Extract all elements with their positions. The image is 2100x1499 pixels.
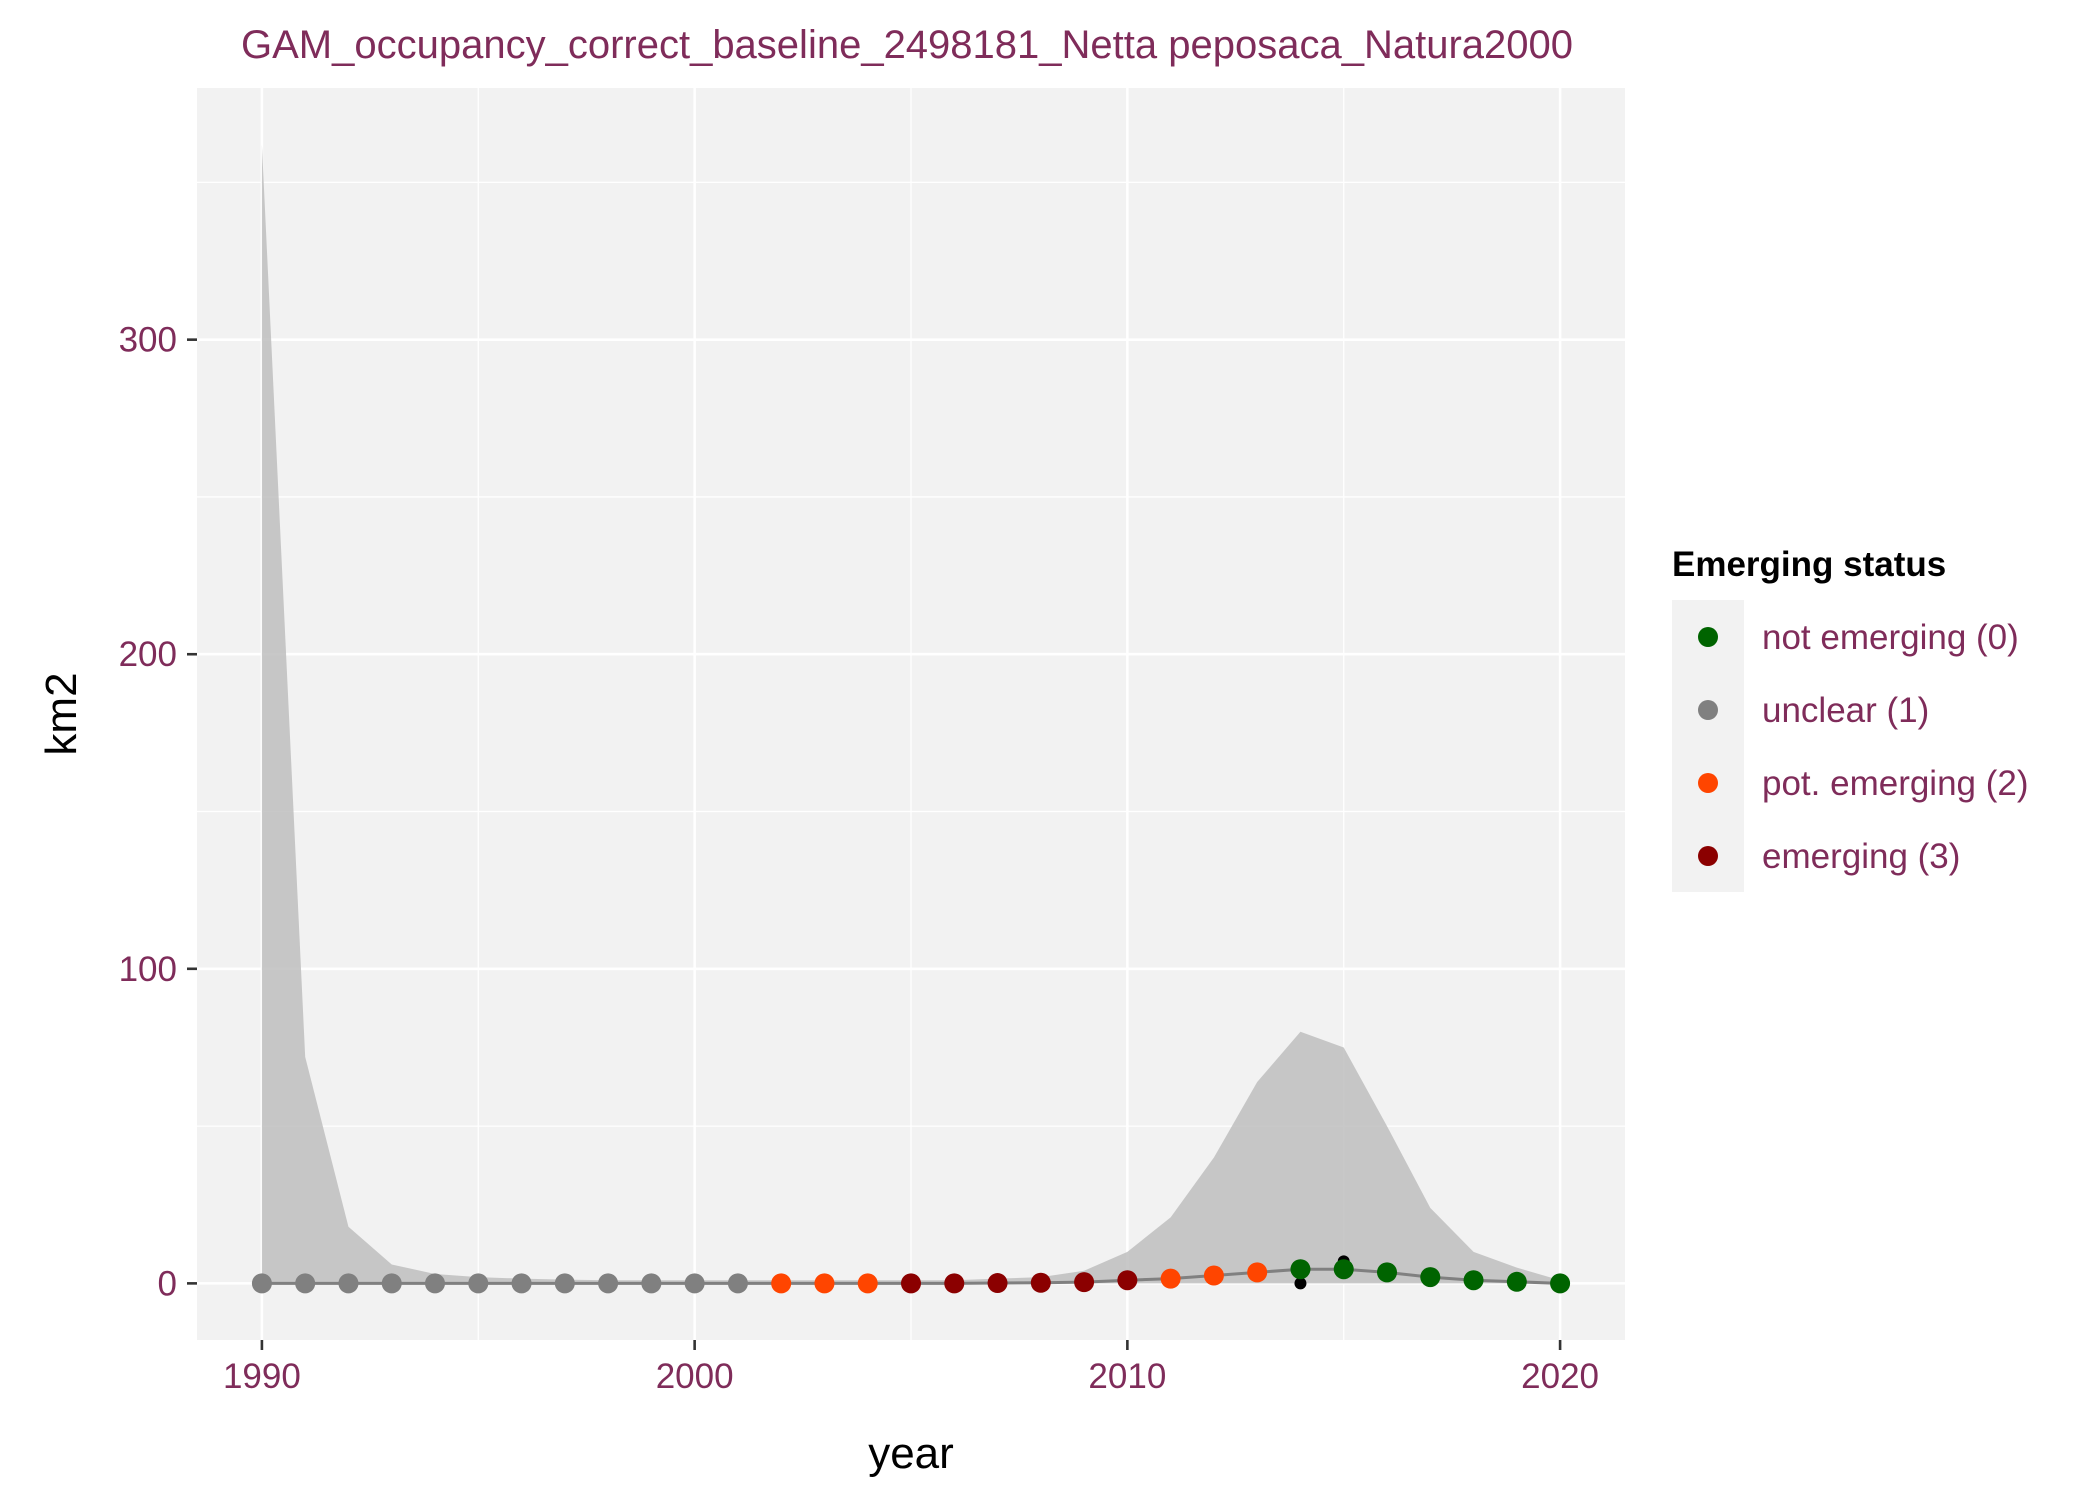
data-point: [771, 1273, 792, 1294]
legend-key-background: [1672, 600, 1744, 892]
data-point: [251, 1273, 272, 1294]
data-point: [1290, 1259, 1311, 1280]
data-point: [598, 1273, 619, 1294]
legend-label-1: unclear (1): [1762, 691, 1929, 730]
data-point: [1203, 1265, 1224, 1286]
observed-point: [1294, 1277, 1307, 1290]
data-point: [1377, 1262, 1397, 1283]
data-point: [727, 1273, 748, 1294]
y-tick-label: 300: [119, 321, 177, 360]
y-axis-title: km2: [37, 672, 86, 755]
data-point: [1074, 1272, 1095, 1293]
status-points: [251, 1259, 1571, 1294]
data-point: [987, 1273, 1008, 1294]
data-point: [554, 1273, 575, 1294]
data-point: [338, 1273, 359, 1294]
data-point: [1117, 1270, 1138, 1291]
grid-lines: [197, 88, 1625, 1340]
data-point: [814, 1273, 835, 1294]
axes: 1990 2000 2010 2020 0 100 200 300: [119, 321, 1599, 1396]
data-point: [1550, 1273, 1571, 1294]
legend: Emerging status not emerging (0) unclear …: [1672, 545, 2029, 892]
data-point: [901, 1273, 921, 1294]
legend-key-2: [1698, 773, 1718, 793]
legend-key-0: [1698, 627, 1718, 647]
chart-title: GAM_occupancy_correct_baseline_2498181_N…: [241, 23, 1573, 67]
x-tick-label: 2010: [1088, 1357, 1166, 1396]
y-tick-label: 200: [119, 635, 177, 674]
y-tick-label: 100: [119, 950, 177, 989]
data-point: [1420, 1267, 1441, 1288]
data-point: [295, 1273, 316, 1294]
legend-title: Emerging status: [1672, 545, 1946, 584]
legend-label-0: not emerging (0): [1762, 618, 2019, 657]
data-point: [1030, 1272, 1051, 1293]
y-tick-label: 0: [158, 1264, 177, 1303]
data-point: [944, 1273, 965, 1294]
data-point: [1506, 1271, 1527, 1292]
data-point: [1333, 1259, 1354, 1280]
legend-key-1: [1698, 700, 1718, 720]
legend-label-3: emerging (3): [1762, 837, 1960, 876]
data-point: [641, 1273, 662, 1294]
data-point: [1160, 1268, 1181, 1289]
data-point: [511, 1273, 532, 1294]
x-axis-title: year: [868, 1429, 954, 1478]
legend-label-2: pot. emerging (2): [1762, 764, 2029, 803]
data-point: [425, 1273, 445, 1294]
x-tick-label: 2020: [1521, 1357, 1599, 1396]
data-point: [684, 1273, 705, 1294]
legend-key-3: [1698, 846, 1718, 866]
x-tick-label: 1990: [223, 1357, 301, 1396]
data-point: [1463, 1270, 1484, 1291]
x-tick-label: 2000: [656, 1357, 734, 1396]
data-point: [1247, 1262, 1268, 1283]
data-point: [857, 1273, 878, 1294]
data-point: [468, 1273, 489, 1294]
data-point: [381, 1273, 402, 1294]
